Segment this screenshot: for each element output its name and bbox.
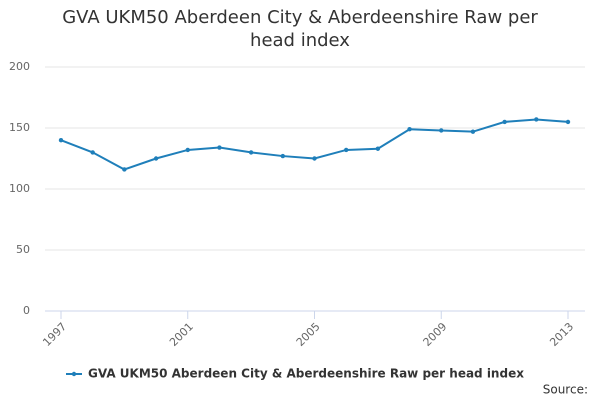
point bbox=[375, 146, 381, 151]
point bbox=[90, 150, 95, 155]
chart-title: GVA UKM50 Aberdeen City & Aberdeenshire … bbox=[62, 7, 538, 51]
point bbox=[534, 117, 539, 122]
point bbox=[122, 167, 127, 172]
point bbox=[343, 147, 349, 153]
legend-label: GVA UKM50 Aberdeen City & Aberdeenshire … bbox=[88, 367, 524, 381]
y-tick-label: 100 bbox=[9, 182, 30, 195]
source-label: Source: bbox=[543, 383, 588, 397]
point bbox=[185, 147, 190, 153]
line bbox=[60, 118, 569, 171]
point bbox=[58, 138, 64, 143]
y-tick-label: 150 bbox=[9, 121, 30, 134]
point bbox=[153, 156, 159, 161]
point bbox=[565, 119, 571, 125]
legend-marker bbox=[71, 371, 77, 377]
x-tick-label: 2009 bbox=[421, 320, 450, 349]
y-tick-label: 200 bbox=[9, 60, 30, 73]
point bbox=[280, 153, 286, 159]
point bbox=[470, 129, 476, 134]
point bbox=[502, 119, 507, 125]
y-tick-label: 50 bbox=[16, 243, 30, 256]
x-tick-label: 2005 bbox=[294, 320, 323, 349]
point bbox=[407, 127, 412, 132]
x-tick-label: 2001 bbox=[167, 320, 196, 349]
x-tick-label: 2013 bbox=[547, 320, 576, 349]
y-tick-label: 0 bbox=[23, 304, 30, 317]
point bbox=[312, 156, 317, 161]
point bbox=[248, 150, 254, 155]
point bbox=[439, 128, 444, 133]
x-tick-label: 1997 bbox=[40, 320, 69, 349]
point bbox=[217, 145, 222, 150]
